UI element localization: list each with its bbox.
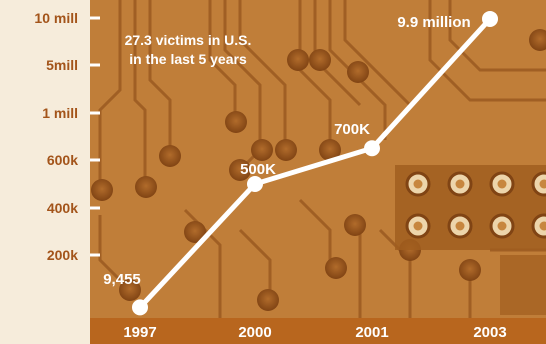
x-tick-label: 2003 xyxy=(473,324,506,341)
circuit-pad xyxy=(159,145,181,167)
circuit-trace xyxy=(133,0,147,185)
circuit-pad xyxy=(225,111,247,133)
circuit-trace xyxy=(343,0,412,107)
circuit-trace xyxy=(148,0,172,155)
connector-pin-hole xyxy=(413,179,423,189)
x-tick-label: 1997 xyxy=(123,324,156,341)
circuit-pad xyxy=(135,176,157,198)
circuit-trace xyxy=(98,215,132,292)
series: 9,455 500K 700K 9.9 million xyxy=(103,10,498,316)
y-tick-label: 5mill xyxy=(46,57,78,73)
annotation-line-1: 27.3 victims in U.S. xyxy=(125,32,252,48)
data-label: 9.9 million xyxy=(397,14,470,31)
connector-pin-hole xyxy=(455,179,465,189)
data-label: 700K xyxy=(334,121,370,138)
circuit-pad xyxy=(309,49,331,71)
circuit-trace xyxy=(238,228,272,300)
data-point xyxy=(247,176,263,192)
circuit-pad xyxy=(251,139,273,161)
annotation-line-2: in the last 5 years xyxy=(129,51,247,67)
circuit-trace xyxy=(208,0,237,120)
circuit-pad xyxy=(229,159,251,181)
x-axis: 1997 2000 2001 2003 xyxy=(123,324,506,341)
y-tick-label: 10 mill xyxy=(34,10,78,26)
circuit-pad xyxy=(287,49,309,71)
connector-pin-hole xyxy=(413,221,423,231)
circuit-pad xyxy=(319,139,341,161)
connector-pin-hole xyxy=(455,221,465,231)
circuit-trace xyxy=(298,0,332,150)
y-tick-label: 600k xyxy=(47,152,78,168)
y-tick-label: 400k xyxy=(47,200,78,216)
data-point xyxy=(364,140,380,157)
data-label: 9,455 xyxy=(103,271,141,288)
circuit-pad xyxy=(344,214,366,236)
x-tick-label: 2001 xyxy=(355,324,388,341)
data-label: 500K xyxy=(240,161,276,178)
circuit-pad xyxy=(91,179,113,201)
circuit-pad xyxy=(459,259,481,281)
circuit-pad xyxy=(119,279,141,301)
data-point xyxy=(132,299,148,316)
circuit-pad xyxy=(275,139,297,161)
series-line xyxy=(138,17,492,310)
circuit-trace xyxy=(298,198,332,270)
x-tick-label: 2000 xyxy=(238,324,271,341)
circuit-pad xyxy=(325,257,347,279)
connector-pin-hole xyxy=(539,179,546,189)
y-axis: 200k 400k 600k 1 mill 5mill 10 mill xyxy=(34,10,100,263)
y-tick-label: 200k xyxy=(47,247,78,263)
circuit-board-image xyxy=(91,0,546,318)
circuit-trace xyxy=(448,0,546,72)
circuit-pad xyxy=(184,221,206,243)
circuit-trace xyxy=(98,0,122,190)
circuit-pad xyxy=(529,29,546,51)
connector-pin-hole xyxy=(497,221,507,231)
x-axis-band xyxy=(90,318,546,344)
data-point xyxy=(482,10,498,27)
circuit-trace xyxy=(238,0,287,150)
circuit-trace xyxy=(428,0,546,102)
circuit-component xyxy=(500,255,546,315)
circuit-pad xyxy=(257,289,279,311)
connector-pin-hole xyxy=(497,179,507,189)
y-tick-label: 1 mill xyxy=(42,105,78,121)
connector-pin-hole xyxy=(539,221,546,231)
circuit-pad xyxy=(347,61,369,83)
